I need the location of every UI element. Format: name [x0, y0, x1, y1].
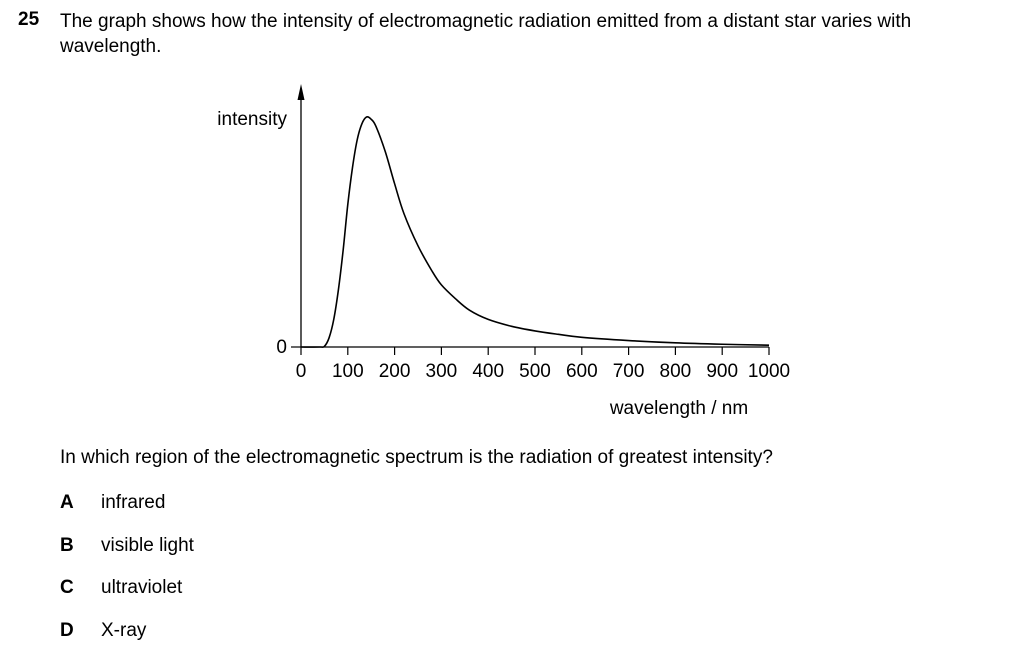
x-tick-label: 100	[332, 361, 364, 382]
option-text: visible light	[101, 534, 194, 556]
x-tick-label: 800	[660, 361, 692, 382]
x-tick-label: 600	[566, 361, 598, 382]
x-tick-label: 500	[519, 361, 551, 382]
option-text: X-ray	[101, 619, 147, 641]
y-axis-label: intensity	[217, 109, 287, 130]
option-letter: C	[60, 577, 74, 598]
question-stem: The graph shows how the intensity of ele…	[60, 11, 912, 57]
intensity-curve	[300, 116, 770, 348]
option-letter: B	[60, 534, 74, 556]
x-axis-label: wavelength / nm	[609, 398, 748, 419]
x-tick-label: 700	[613, 361, 645, 382]
x-tick-label: 300	[426, 361, 458, 382]
question-prompt: In which region of the electromagnetic s…	[60, 447, 773, 468]
option-letter: D	[60, 619, 74, 641]
x-tick-label: 900	[706, 361, 738, 382]
x-tick-label: 200	[379, 361, 411, 382]
y-axis-arrow	[297, 84, 305, 100]
option-letter: A	[60, 492, 74, 513]
option-text: ultraviolet	[101, 577, 183, 598]
question-number: 25	[18, 9, 40, 30]
x-tick-label: 400	[472, 361, 504, 382]
x-tick-label: 1000	[748, 361, 790, 382]
y-tick-label: 0	[276, 337, 287, 358]
option-text: infrared	[101, 492, 166, 513]
x-tick-label: 0	[296, 361, 307, 382]
